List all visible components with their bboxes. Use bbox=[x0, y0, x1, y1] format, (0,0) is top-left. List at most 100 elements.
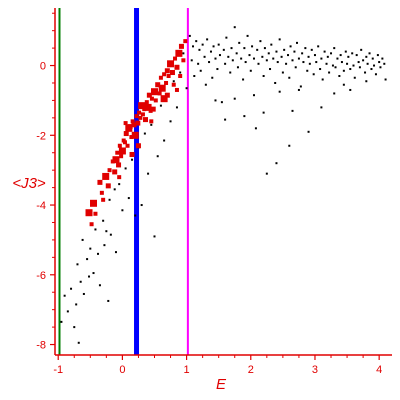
y-axis-ticks: -8 -6 -4 -2 0 bbox=[36, 12, 55, 352]
data-point bbox=[244, 61, 247, 64]
data-point bbox=[291, 59, 294, 62]
x-axis-ticks: -1 0 1 2 3 4 bbox=[53, 355, 382, 376]
data-point bbox=[280, 55, 283, 58]
data-point bbox=[262, 111, 265, 114]
data-point bbox=[227, 55, 230, 58]
data-point bbox=[278, 90, 281, 93]
data-point bbox=[293, 50, 296, 53]
data-point bbox=[86, 258, 89, 261]
data-point bbox=[127, 197, 130, 200]
data-point bbox=[338, 75, 341, 78]
data-point bbox=[97, 179, 103, 185]
data-point bbox=[267, 52, 270, 55]
data-point bbox=[175, 49, 183, 57]
data-point bbox=[374, 73, 377, 76]
y-tick-label: -6 bbox=[36, 270, 46, 282]
data-point bbox=[117, 143, 122, 148]
data-point bbox=[137, 110, 142, 115]
data-point bbox=[301, 52, 304, 55]
data-point bbox=[317, 45, 320, 48]
data-point bbox=[89, 222, 94, 227]
data-point bbox=[171, 82, 176, 87]
data-point bbox=[85, 209, 93, 217]
data-point bbox=[297, 57, 300, 60]
data-point bbox=[299, 85, 302, 88]
data-point bbox=[355, 54, 358, 57]
data-point bbox=[166, 74, 171, 79]
data-point bbox=[249, 69, 252, 72]
data-point bbox=[275, 50, 278, 53]
data-point bbox=[79, 280, 82, 283]
data-point bbox=[118, 183, 121, 186]
data-point bbox=[183, 39, 188, 44]
data-point bbox=[261, 55, 264, 58]
data-point bbox=[376, 54, 379, 57]
data-point bbox=[143, 117, 149, 123]
data-point bbox=[307, 55, 310, 58]
data-point bbox=[201, 43, 204, 46]
data-point bbox=[107, 168, 112, 173]
data-point bbox=[340, 61, 343, 64]
data-point bbox=[101, 197, 106, 202]
data-point bbox=[217, 43, 220, 46]
data-point bbox=[150, 88, 158, 96]
data-point bbox=[302, 61, 305, 64]
data-point bbox=[235, 52, 238, 55]
data-point bbox=[125, 143, 130, 148]
data-point bbox=[121, 209, 124, 212]
data-point bbox=[197, 62, 200, 65]
data-point bbox=[257, 62, 260, 65]
data-point bbox=[138, 115, 143, 120]
data-point bbox=[150, 123, 153, 126]
data-point bbox=[105, 183, 111, 189]
data-point bbox=[181, 58, 186, 63]
data-point bbox=[143, 132, 146, 135]
y-tick-label: -4 bbox=[36, 200, 46, 212]
data-point bbox=[76, 263, 79, 266]
data-point bbox=[144, 103, 152, 111]
data-point bbox=[378, 61, 381, 64]
data-point bbox=[358, 66, 361, 69]
data-point bbox=[162, 72, 167, 77]
data-point bbox=[150, 106, 156, 112]
data-point bbox=[307, 130, 310, 133]
data-point bbox=[108, 198, 111, 201]
data-point bbox=[295, 41, 298, 44]
data-point bbox=[158, 75, 163, 80]
data-point bbox=[259, 40, 262, 43]
data-point bbox=[315, 61, 318, 64]
data-point bbox=[70, 287, 73, 290]
data-point bbox=[109, 233, 112, 236]
data-point bbox=[339, 54, 342, 57]
data-point bbox=[233, 97, 236, 100]
data-point bbox=[381, 57, 384, 60]
data-point bbox=[135, 143, 141, 149]
data-point bbox=[212, 45, 215, 48]
data-point bbox=[334, 66, 337, 69]
data-point bbox=[243, 47, 246, 50]
data-point bbox=[349, 68, 352, 71]
reference-lines bbox=[58, 8, 189, 355]
data-point bbox=[77, 341, 80, 344]
data-point bbox=[362, 59, 365, 62]
data-point bbox=[155, 82, 161, 88]
data-point bbox=[107, 299, 110, 302]
data-point bbox=[204, 83, 207, 86]
data-point bbox=[289, 45, 292, 48]
data-point bbox=[344, 50, 347, 53]
data-point bbox=[157, 91, 162, 96]
y-tick-label: -2 bbox=[36, 130, 46, 142]
data-point bbox=[102, 219, 105, 222]
data-point bbox=[371, 57, 374, 60]
data-point bbox=[254, 127, 257, 130]
data-point bbox=[158, 84, 166, 92]
data-point bbox=[211, 76, 214, 79]
data-point bbox=[342, 83, 345, 86]
data-point bbox=[131, 131, 139, 139]
data-point bbox=[288, 76, 291, 79]
data-point bbox=[331, 64, 334, 67]
data-point bbox=[105, 230, 108, 233]
data-point bbox=[175, 106, 178, 109]
x-tick-label: 1 bbox=[184, 364, 190, 376]
data-point bbox=[209, 50, 212, 53]
